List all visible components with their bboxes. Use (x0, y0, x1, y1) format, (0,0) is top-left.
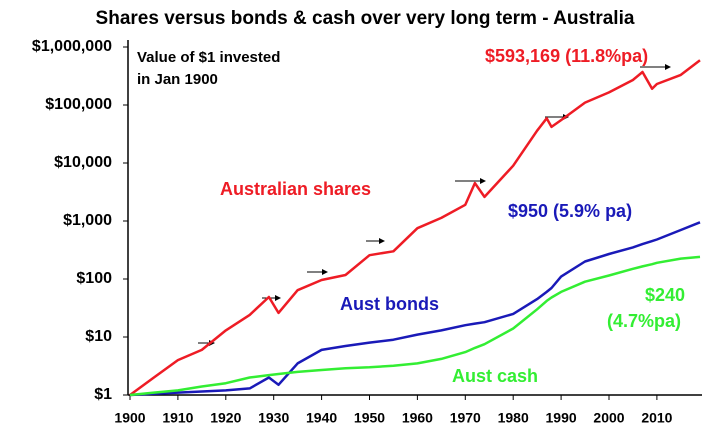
series-label: Aust bonds (340, 294, 439, 314)
y-tick-label: $100 (76, 270, 112, 287)
y-tick-label: $1 (94, 386, 112, 403)
x-tick-label: 2010 (641, 410, 672, 426)
x-tick-label: 2000 (593, 410, 624, 426)
annotation: $950 (5.9% pa) (508, 201, 632, 221)
series-line (129, 59, 701, 397)
series-line (129, 255, 701, 397)
x-tick-label: 1920 (210, 410, 241, 426)
arrows (198, 64, 671, 346)
x-tick-label: 1910 (162, 410, 193, 426)
chart-title: Shares versus bonds & cash over very lon… (96, 8, 635, 29)
x-tick-label: 1930 (258, 410, 289, 426)
x-tick-label: 1960 (402, 410, 433, 426)
annotation: Value of $1 invested (137, 49, 280, 66)
annotation: in Jan 1900 (137, 71, 218, 88)
annotation: $593,169 (11.8%pa) (485, 46, 648, 66)
x-tick-label: 1900 (114, 410, 145, 426)
series-label: Australian shares (220, 179, 371, 199)
annotation: $240 (645, 285, 685, 305)
y-tick-label: $1,000,000 (32, 38, 112, 55)
series-label: Aust cash (452, 366, 538, 386)
x-tick-label: 1970 (450, 410, 481, 426)
y-tick-label: $100,000 (45, 96, 112, 113)
annotation: (4.7%pa) (607, 311, 681, 331)
x-tick-label: 1950 (354, 410, 385, 426)
x-tick-label: 1990 (546, 410, 577, 426)
y-tick-label: $1,000 (63, 212, 112, 229)
x-tick-label: 1940 (306, 410, 337, 426)
series-line (129, 221, 701, 397)
y-tick-label: $10 (85, 328, 112, 345)
y-tick-label: $10,000 (54, 154, 112, 171)
x-tick-label: 1980 (498, 410, 529, 426)
